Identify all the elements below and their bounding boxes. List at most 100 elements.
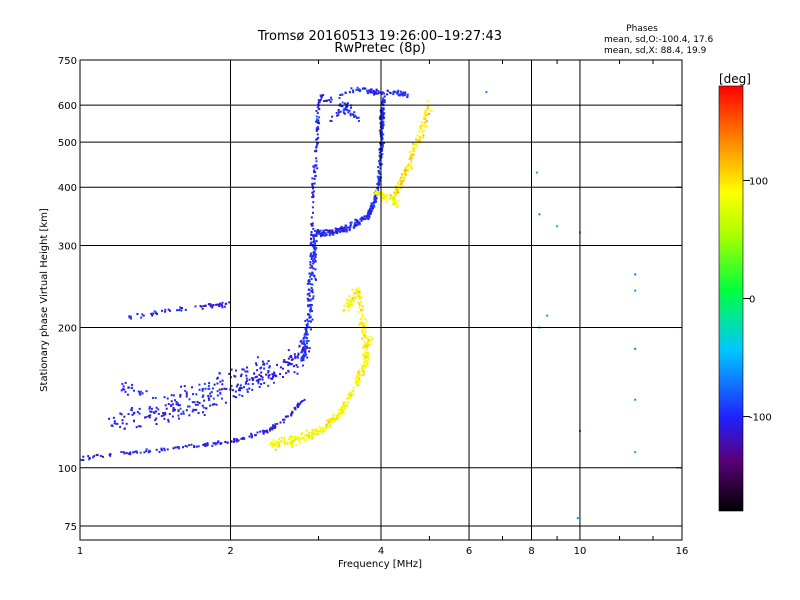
data-point (296, 372, 299, 375)
data-point (410, 154, 412, 157)
data-point (362, 217, 364, 220)
data-point (236, 440, 239, 443)
data-point (416, 140, 419, 142)
data-point (133, 450, 136, 453)
data-point (366, 92, 369, 95)
data-point (259, 430, 262, 433)
data-point (315, 246, 318, 249)
data-point (400, 186, 403, 189)
data-point (196, 403, 199, 406)
data-point (310, 298, 313, 301)
data-point (420, 128, 423, 131)
data-point (399, 179, 402, 182)
data-point (299, 438, 302, 441)
data-point (312, 190, 315, 193)
data-point (312, 227, 315, 230)
data-point (315, 138, 318, 141)
data-point (92, 456, 95, 459)
data-point (340, 229, 343, 232)
data-point (235, 396, 238, 399)
data-point (290, 441, 293, 444)
data-point (317, 119, 320, 122)
data-point (317, 107, 320, 110)
data-point (132, 451, 134, 454)
data-point (294, 355, 296, 358)
data-point (356, 86, 359, 89)
data-point (278, 443, 281, 446)
data-point (343, 408, 346, 411)
data-point (364, 324, 367, 327)
data-point (373, 204, 375, 207)
data-point (352, 89, 355, 92)
data-point (242, 368, 245, 371)
data-point (248, 435, 251, 438)
data-point (342, 309, 345, 312)
data-point (380, 147, 383, 150)
data-point (239, 384, 242, 387)
data-point (272, 439, 275, 442)
data-point (396, 189, 399, 192)
data-point (389, 194, 392, 197)
data-point (163, 449, 166, 452)
data-point (240, 373, 243, 376)
data-point (396, 92, 399, 95)
data-point (315, 150, 318, 153)
data-point (356, 116, 358, 119)
data-point (378, 192, 381, 195)
data-point (313, 252, 316, 255)
data-point (381, 118, 384, 121)
data-point (123, 427, 126, 430)
data-point (291, 440, 294, 443)
data-point (401, 183, 404, 186)
data-point (302, 337, 305, 340)
data-point (361, 308, 364, 311)
data-point (155, 417, 158, 420)
data-point (347, 111, 350, 114)
data-point (308, 350, 311, 353)
data-point (422, 118, 425, 121)
data-point (213, 442, 216, 445)
data-point (93, 455, 96, 458)
data-point (313, 428, 316, 431)
data-point (207, 397, 210, 400)
data-point (173, 408, 176, 411)
data-point (381, 101, 384, 104)
data-point (400, 180, 403, 183)
data-point (297, 402, 300, 405)
data-point (361, 329, 364, 332)
data-point (382, 133, 385, 136)
data-point (358, 90, 361, 93)
data-point (337, 228, 340, 231)
data-point (321, 94, 323, 97)
data-point (302, 364, 304, 367)
data-point (309, 261, 312, 264)
data-point (408, 158, 411, 161)
data-point (365, 354, 368, 357)
data-point (262, 431, 265, 434)
data-point (126, 393, 129, 396)
data-point (302, 349, 305, 352)
data-point (341, 411, 343, 414)
data-point (315, 157, 318, 160)
data-point (291, 444, 294, 446)
data-point (338, 414, 340, 417)
data-point (272, 424, 274, 427)
data-point (392, 93, 395, 96)
data-point (313, 245, 316, 248)
data-point (301, 432, 303, 435)
data-point (273, 424, 276, 427)
data-point (381, 137, 384, 140)
data-point (320, 431, 323, 433)
data-point (145, 448, 148, 451)
data-point (271, 377, 274, 380)
data-point (309, 255, 312, 258)
data-point (209, 392, 212, 395)
data-point (82, 459, 85, 461)
data-point (188, 444, 191, 447)
data-point (393, 199, 396, 202)
data-point (378, 193, 381, 196)
data-point (377, 179, 380, 182)
data-point (145, 390, 148, 393)
data-point (337, 114, 340, 117)
data-point (394, 90, 397, 93)
